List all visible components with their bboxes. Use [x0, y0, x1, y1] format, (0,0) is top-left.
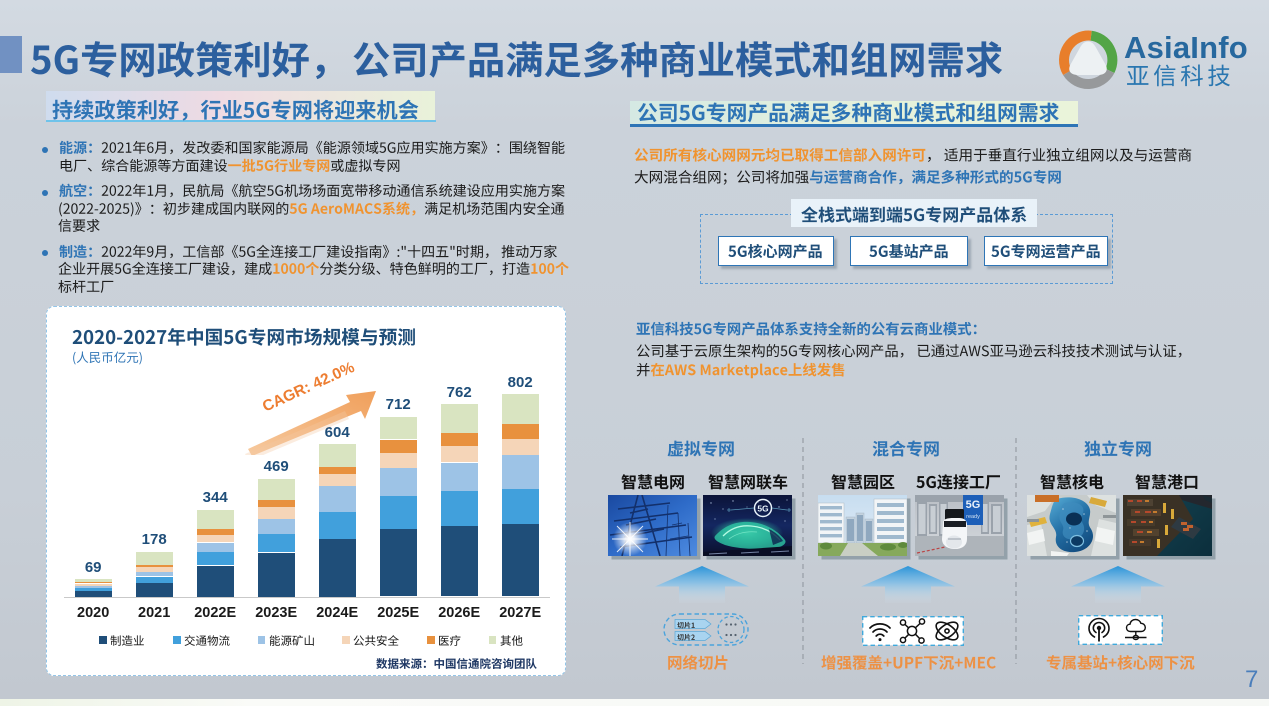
- svg-text:5G: 5G: [757, 504, 769, 514]
- svg-text:ready: ready: [966, 514, 980, 520]
- svg-text:5G: 5G: [965, 499, 980, 511]
